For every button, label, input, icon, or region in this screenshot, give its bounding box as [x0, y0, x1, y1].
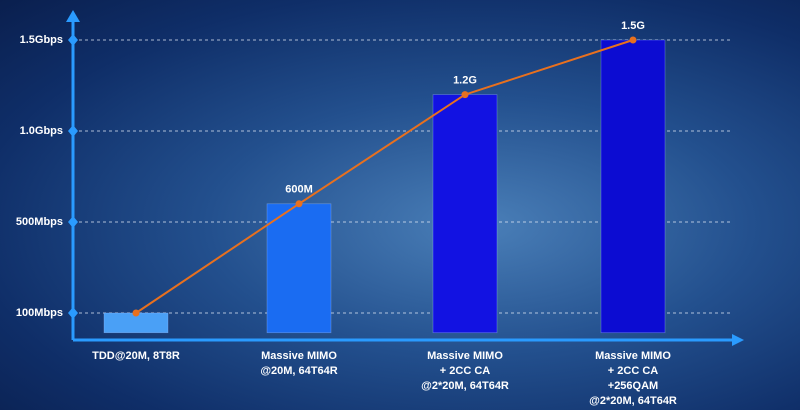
- y-tick-label: 500Mbps: [16, 216, 63, 228]
- line-point: [295, 200, 303, 208]
- y-tick-label: 1.0Gbps: [20, 125, 63, 137]
- y-tick-label: 100Mbps: [16, 307, 63, 319]
- y-tick-mark: [68, 307, 78, 319]
- x-tick-label-line: Massive MIMO: [595, 350, 671, 362]
- bar: [266, 203, 332, 334]
- x-tick-label: Massive MIMO @20M, 64T64R: [260, 350, 337, 377]
- x-tick-label: Massive MIMO + 2CC CA @2*20M, 64T64R: [421, 350, 509, 392]
- x-tick-label: Massive MIMO + 2CC CA +256QAM @2*20M, 64T64…: [589, 350, 677, 407]
- x-tick-label-line: @2*20M, 64T64R: [421, 380, 509, 392]
- data-label: 600M: [285, 184, 313, 196]
- bar: [432, 94, 498, 334]
- x-tick-label-line: Massive MIMO: [427, 350, 503, 362]
- x-tick-label-line: + 2CC CA: [440, 365, 490, 377]
- y-tick-label: 1.5Gbps: [20, 34, 63, 46]
- y-tick-mark: [68, 125, 78, 137]
- y-axis-arrow: [66, 10, 80, 22]
- x-tick-label-line: @20M, 64T64R: [260, 365, 337, 377]
- x-tick-label-line: +256QAM: [608, 380, 658, 392]
- data-label: 1.2G: [453, 75, 477, 87]
- y-tick-mark: [68, 216, 78, 228]
- line-point: [629, 36, 637, 44]
- x-axis-arrow: [732, 334, 744, 346]
- x-tick-label: TDD@20M, 8T8R: [92, 350, 180, 362]
- x-tick-label-line: TDD@20M, 8T8R: [92, 350, 180, 362]
- line-point: [132, 309, 140, 317]
- x-tick-label-line: + 2CC CA: [608, 365, 658, 377]
- line-point: [461, 91, 469, 99]
- x-tick-label-line: Massive MIMO: [261, 350, 337, 362]
- x-tick-label-line: @2*20M, 64T64R: [589, 395, 677, 407]
- data-label: 1.5G: [621, 20, 645, 32]
- bar: [600, 39, 666, 334]
- y-tick-mark: [68, 34, 78, 46]
- line: [135, 39, 634, 314]
